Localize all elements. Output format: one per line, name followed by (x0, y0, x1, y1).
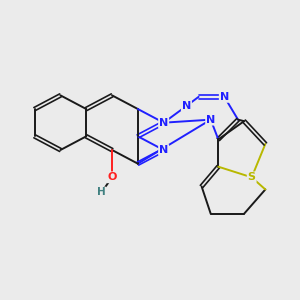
Text: N: N (220, 92, 229, 102)
Text: O: O (107, 172, 117, 182)
Text: N: N (206, 115, 215, 124)
Text: N: N (182, 101, 191, 111)
Text: H: H (97, 188, 106, 197)
Text: N: N (159, 118, 168, 128)
Text: N: N (159, 145, 168, 155)
Text: S: S (248, 172, 256, 182)
